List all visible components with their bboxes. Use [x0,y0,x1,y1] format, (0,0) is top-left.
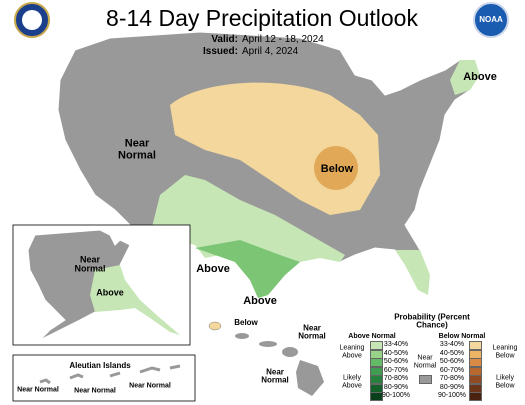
maui [282,347,298,357]
valid: April 12 - 18, 2024 [242,33,324,45]
legend-range: 70-80% [383,375,409,383]
above-region [150,175,345,298]
legend-range: 50-60% [439,358,465,366]
region-label: Below [234,317,258,327]
region-label: Near Normal [118,137,156,161]
logo-text: NOAA [479,14,503,24]
title: 8-14 Day Precipitation Outlook [106,4,418,31]
legend-swatch [370,392,383,401]
aleutian-title: Aleutian Islands [69,360,131,370]
legend-label: Likely Below [495,374,515,389]
legend-label: Leaning Below [492,344,518,359]
noaa-logo [473,2,509,38]
region-label: Near Normal [261,367,289,385]
legend-range: 40-50% [439,349,465,357]
region-label: Above [243,295,277,308]
legend-range: 90-100% [381,392,411,400]
legend-range: 80-90% [383,383,409,391]
legend-range: 60-70% [439,366,465,374]
seal-center [22,10,42,30]
region-label: Above [463,71,497,84]
legend-range: 40-50% [383,349,409,357]
legend-range: 90-100% [437,392,467,400]
legend-label: Likely Above [342,374,362,389]
valid-label: Valid: [211,33,238,45]
above-core [195,240,300,298]
legend-label: Leaning Above [339,344,365,359]
region-label: Near Normal [74,387,116,395]
region-label: Near Normal [74,254,106,274]
alaska-above [90,265,180,335]
ne-above [450,60,480,95]
legend-header: Below Normal [438,333,486,341]
region-label: Below [320,163,354,176]
kauai [208,321,222,331]
legend-range: 33-40% [383,341,409,349]
aleutian-box [12,354,196,402]
region-label: Near Normal [298,323,326,341]
legend-range: 60-70% [383,366,409,374]
region-label: Above [196,263,230,276]
legend-swatch [469,392,482,401]
legend-range: 50-60% [383,358,409,366]
big-island [296,360,324,396]
region-label: Near Normal [129,382,171,390]
molokai [259,341,277,347]
issued-label: Issued: [202,45,238,57]
legend-header: Above Normal [348,333,396,341]
legend-label: Near Normal [413,354,437,369]
aleutian-islands [39,364,181,385]
region-label: Near Normal [17,386,59,394]
issued: April 4, 2024 [242,45,299,57]
below-core [314,146,358,190]
legend-range: 70-80% [439,375,465,383]
region-label: Above [96,287,124,298]
legend-range: 33-40% [439,341,465,349]
legend-range: 80-90% [439,383,465,391]
legend-swatch [419,375,432,384]
legend-title: Probability (Percent Chance) [394,312,470,330]
oahu [235,333,249,339]
florida-above [395,250,430,295]
